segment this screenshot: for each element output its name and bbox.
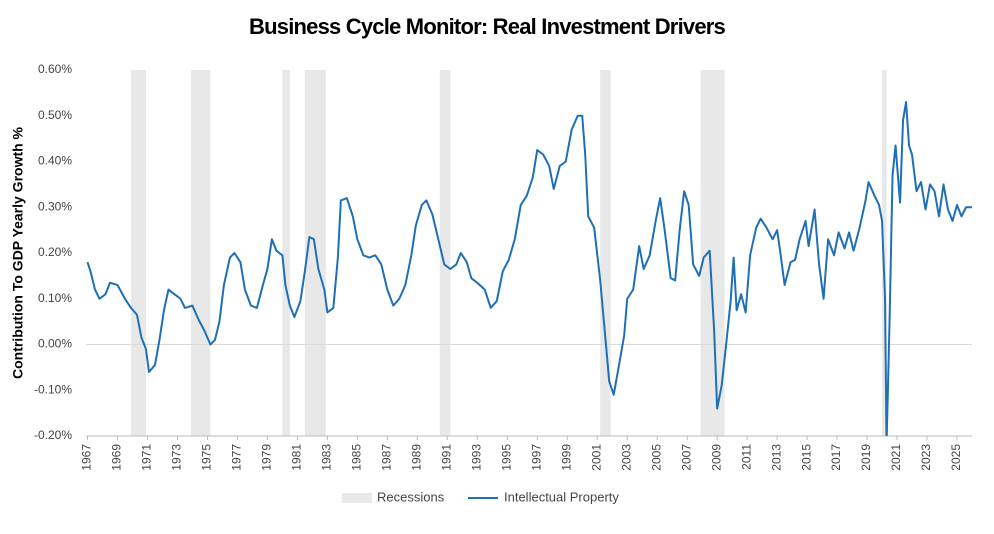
recession-band — [130, 70, 146, 436]
x-tick-label: 1971 — [140, 444, 154, 471]
recession-band — [700, 70, 725, 436]
x-tick-label: 1973 — [170, 444, 184, 471]
x-tick-label: 1979 — [260, 444, 274, 471]
x-tick-label: 1999 — [559, 444, 573, 471]
x-tick-label: 1985 — [350, 444, 364, 471]
x-tick-label: 2015 — [799, 444, 813, 471]
plot-area — [86, 101, 972, 436]
x-tick-label: 1987 — [380, 444, 394, 471]
legend-label: Recessions — [377, 489, 445, 504]
x-tick-label: 2023 — [919, 444, 933, 471]
y-tick-label: -0.10% — [34, 382, 72, 396]
x-tick-label: 1977 — [230, 444, 244, 471]
x-tick-label: 2003 — [619, 444, 633, 471]
x-tick-label: 2007 — [679, 444, 693, 471]
y-tick-label: 0.40% — [38, 154, 72, 168]
x-tick-label: 2009 — [709, 444, 723, 471]
recession-band — [190, 70, 211, 436]
x-tick-label: 1969 — [110, 444, 124, 471]
y-tick-label: 0.30% — [38, 199, 72, 213]
recession-band — [282, 70, 290, 436]
x-tick-label: 1983 — [320, 444, 334, 471]
recession-band — [439, 70, 451, 436]
legend-swatch — [342, 493, 372, 503]
y-tick-label: 0.20% — [38, 245, 72, 259]
x-tick-label: 2017 — [829, 444, 843, 471]
x-tick-label: 2025 — [949, 444, 963, 471]
x-tick-label: 1967 — [80, 444, 94, 471]
x-tick-label: 2001 — [589, 444, 603, 471]
x-tick-label: 2019 — [859, 444, 873, 471]
y-axis-label: Contribution To GDP Yearly Growth % — [10, 126, 26, 379]
recession-band — [882, 70, 887, 436]
x-tick-label: 1981 — [290, 444, 304, 471]
x-tick-label: 2021 — [889, 444, 903, 471]
x-tick-label: 2013 — [769, 444, 783, 471]
chart-title: Business Cycle Monitor: Real Investment … — [249, 14, 725, 39]
y-tick-label: 0.60% — [38, 62, 72, 76]
y-tick-label: 0.00% — [38, 337, 72, 351]
x-tick-label: 2005 — [649, 444, 663, 471]
legend-label: Intellectual Property — [504, 489, 619, 504]
x-tick-label: 1995 — [499, 444, 513, 471]
x-tick-label: 2011 — [739, 444, 753, 470]
x-tick-label: 1975 — [200, 444, 214, 471]
x-tick-label: 1997 — [529, 444, 543, 471]
y-tick-label: 0.10% — [38, 291, 72, 305]
x-tick-label: 1989 — [409, 444, 423, 471]
y-tick-label: 0.50% — [38, 108, 72, 122]
x-tick-label: 1993 — [469, 444, 483, 471]
y-tick-label: -0.20% — [34, 428, 72, 442]
series-line — [86, 101, 972, 436]
x-tick-label: 1991 — [439, 444, 453, 471]
recession-band — [600, 70, 611, 436]
